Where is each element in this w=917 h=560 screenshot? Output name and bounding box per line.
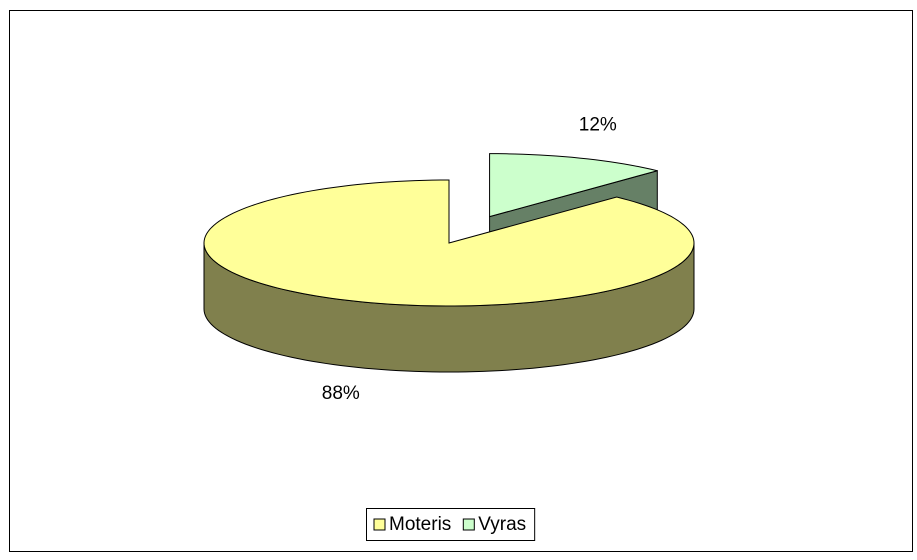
data-label: 12%: [579, 114, 617, 135]
pie: 12% 88%: [203, 114, 695, 404]
slice: [489, 153, 658, 218]
data-label: 88%: [322, 383, 360, 404]
legend-swatch: [462, 518, 475, 531]
legend-label: Moteris: [389, 514, 451, 535]
legend-swatch: [373, 518, 386, 531]
legend-box: [366, 508, 536, 541]
legend: Moteris Vyras: [366, 508, 536, 541]
slice: [203, 179, 695, 307]
legend-label: Vyras: [478, 514, 526, 535]
